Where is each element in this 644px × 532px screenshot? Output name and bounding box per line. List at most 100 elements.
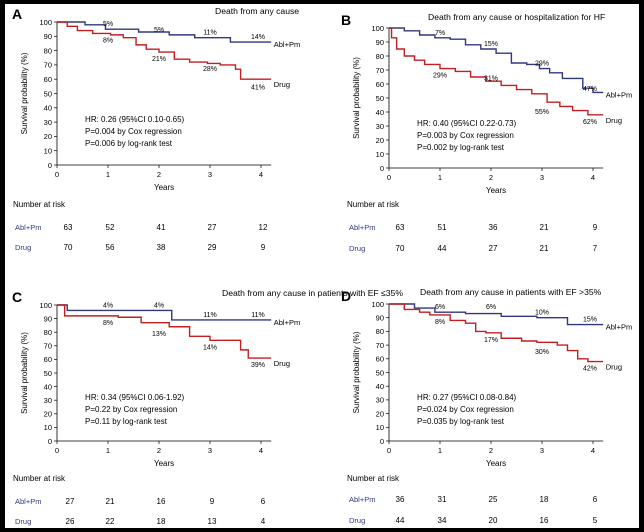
series-line-drug <box>57 304 272 359</box>
risk-cell: 16 <box>157 497 166 506</box>
x-axis-label: Years <box>486 186 506 195</box>
y-tick-label: 100 <box>39 301 52 310</box>
risk-row-label: Abl+Pm <box>349 223 375 232</box>
data-label: 29% <box>433 73 447 80</box>
chart-title: Death from any cause in patients with EF… <box>222 288 403 298</box>
x-tick-label: 4 <box>259 170 263 179</box>
y-tick-label: 0 <box>380 437 384 446</box>
risk-cell: 20 <box>489 516 498 525</box>
x-tick-label: 0 <box>387 173 391 182</box>
chart-title: Death from any cause or hospitalization … <box>428 12 605 22</box>
y-tick-label: 20 <box>44 410 52 419</box>
data-label: 30% <box>535 349 549 356</box>
y-axis-label: Survival probability (%) <box>20 332 29 414</box>
x-tick-label: 0 <box>387 446 391 455</box>
chart-title: Death from any cause in patients with EF… <box>420 287 602 297</box>
y-tick-label: 70 <box>376 341 384 350</box>
y-tick-label: 10 <box>376 423 384 432</box>
y-tick-label: 90 <box>376 314 384 323</box>
data-label: 8% <box>435 319 445 326</box>
y-tick-label: 60 <box>376 80 384 89</box>
x-tick-label: 0 <box>55 170 59 179</box>
y-tick-label: 20 <box>376 409 384 418</box>
risk-cell: 63 <box>396 223 405 232</box>
risk-cell: 44 <box>438 244 447 253</box>
y-tick-label: 100 <box>371 300 384 309</box>
legend-abl-pm: Abl+Pm <box>606 90 632 99</box>
legend-drug: Drug <box>606 116 622 125</box>
risk-cell: 4 <box>261 517 266 526</box>
risk-row-label: Drug <box>349 244 365 253</box>
panel-label: A <box>12 6 22 22</box>
risk-cell: 18 <box>540 495 549 504</box>
series-line-abl-pm <box>389 303 604 326</box>
data-label: 10% <box>535 310 549 317</box>
risk-cell: 44 <box>396 516 405 525</box>
risk-table: Number at risk Abl+Pm 36 31 25 18 6 Drug 44 34 20 1… <box>347 474 598 525</box>
x-tick-label: 1 <box>438 173 442 182</box>
risk-cell: 5 <box>593 516 598 525</box>
y-tick-label: 80 <box>376 327 384 336</box>
y-tick-label: 0 <box>380 164 384 173</box>
y-tick-label: 80 <box>376 52 384 61</box>
series-line-abl-pm <box>57 21 272 43</box>
y-tick-label: 30 <box>376 122 384 131</box>
data-label: 39% <box>251 362 265 369</box>
risk-cell: 52 <box>106 223 115 232</box>
risk-cell: 27 <box>489 244 498 253</box>
y-tick-label: 100 <box>371 24 384 33</box>
y-tick-label: 50 <box>44 369 52 378</box>
y-axis-label: Survival probability (%) <box>352 57 361 139</box>
y-tick-label: 80 <box>44 46 52 55</box>
y-tick-label: 10 <box>44 147 52 156</box>
risk-cell: 41 <box>157 223 166 232</box>
data-label: 5% <box>154 27 164 34</box>
risk-cell: 56 <box>106 243 115 252</box>
x-tick-label: 0 <box>55 446 59 455</box>
x-tick-label: 4 <box>591 173 595 182</box>
y-tick-label: 60 <box>376 355 384 364</box>
data-label: 41% <box>251 85 265 92</box>
data-label: 6% <box>486 304 496 311</box>
y-tick-label: 70 <box>44 61 52 70</box>
y-tick-label: 50 <box>376 368 384 377</box>
stats-line: P=0.004 by Cox regression <box>85 127 182 136</box>
risk-cell: 70 <box>64 243 73 252</box>
risk-cell: 6 <box>593 495 598 504</box>
stats-line: P=0.11 by log-rank test <box>85 417 168 426</box>
y-tick-label: 10 <box>376 150 384 159</box>
data-label: 21% <box>152 56 166 63</box>
x-tick-label: 3 <box>540 173 544 182</box>
x-tick-label: 3 <box>540 446 544 455</box>
y-tick-label: 50 <box>44 89 52 98</box>
risk-cell: 63 <box>64 223 73 232</box>
x-axis-label: Years <box>154 183 174 192</box>
data-label: 17% <box>484 337 498 344</box>
x-tick-label: 2 <box>157 170 161 179</box>
stats-line: P=0.002 by log-rank test <box>417 143 505 152</box>
data-label: 4% <box>103 302 113 309</box>
risk-table: Number at risk Abl+Pm 63 52 41 27 12 Drug 70 56 38… <box>13 200 268 252</box>
risk-row-label: Drug <box>15 517 31 526</box>
data-label: 55% <box>535 109 549 116</box>
x-tick-label: 4 <box>591 446 595 455</box>
risk-row-label: Abl+Pm <box>15 497 41 506</box>
legend-drug: Drug <box>606 363 622 372</box>
stats-line: P=0.006 by log-rank test <box>85 139 173 148</box>
x-tick-label: 2 <box>489 173 493 182</box>
y-tick-label: 90 <box>44 32 52 41</box>
x-tick-label: 3 <box>208 446 212 455</box>
risk-row-label: Drug <box>15 243 31 252</box>
risk-cell: 7 <box>593 244 598 253</box>
risk-cell: 16 <box>540 516 549 525</box>
y-tick-label: 40 <box>376 382 384 391</box>
risk-table-title: Number at risk <box>13 474 66 483</box>
panel-label: D <box>341 288 351 304</box>
stats-line: HR: 0.26 (95%CI 0.10-0.65) <box>85 115 184 124</box>
y-tick-label: 20 <box>44 132 52 141</box>
legend-abl-pm: Abl+Pm <box>606 323 632 332</box>
risk-cell: 51 <box>438 223 447 232</box>
x-tick-label: 1 <box>438 446 442 455</box>
panel-d: D Death from any cause in patients with E… <box>341 287 632 525</box>
stats-line: P=0.22 by Cox regression <box>85 405 177 414</box>
